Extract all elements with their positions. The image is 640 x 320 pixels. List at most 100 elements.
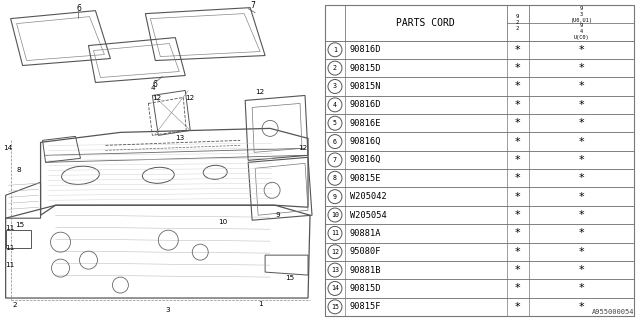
- Text: 15: 15: [331, 304, 339, 310]
- Text: 11: 11: [6, 262, 15, 268]
- Text: 7: 7: [251, 1, 255, 10]
- Text: 4: 4: [333, 102, 337, 108]
- Text: *: *: [515, 284, 520, 293]
- Text: 90816D: 90816D: [350, 100, 381, 109]
- Bar: [325, 96, 634, 114]
- Text: *: *: [515, 155, 520, 165]
- Bar: [325, 132, 634, 151]
- Text: 15: 15: [15, 222, 25, 228]
- Text: 12: 12: [255, 90, 264, 95]
- Text: *: *: [579, 228, 584, 238]
- Text: 90815E: 90815E: [350, 174, 381, 183]
- Text: *: *: [579, 173, 584, 183]
- Text: 1: 1: [258, 301, 263, 307]
- Bar: [325, 5, 634, 41]
- Text: *: *: [579, 118, 584, 128]
- Text: *: *: [579, 265, 584, 275]
- Text: 14: 14: [331, 285, 339, 292]
- Text: 9: 9: [275, 212, 280, 218]
- Text: W205042: W205042: [350, 192, 387, 201]
- Text: 1: 1: [333, 47, 337, 53]
- Bar: [325, 169, 634, 188]
- Text: 95080F: 95080F: [350, 247, 381, 256]
- Text: 90816D: 90816D: [350, 45, 381, 54]
- Text: 8: 8: [333, 175, 337, 181]
- Text: *: *: [579, 82, 584, 92]
- Bar: [325, 298, 634, 316]
- Text: 12: 12: [185, 95, 195, 101]
- Text: *: *: [515, 265, 520, 275]
- Text: 90816E: 90816E: [350, 119, 381, 128]
- Text: 12: 12: [152, 95, 161, 101]
- Text: *: *: [515, 118, 520, 128]
- Text: 8: 8: [17, 167, 21, 173]
- Text: 11: 11: [6, 245, 15, 251]
- Bar: [325, 151, 634, 169]
- Text: *: *: [515, 137, 520, 147]
- Text: *: *: [579, 100, 584, 110]
- Text: 12: 12: [331, 249, 339, 255]
- Text: *: *: [515, 192, 520, 202]
- Bar: [325, 59, 634, 77]
- Text: 11: 11: [331, 230, 339, 236]
- Text: 9
2
2: 9 2 2: [516, 14, 519, 31]
- Bar: [325, 188, 634, 206]
- Text: 6: 6: [76, 4, 81, 13]
- Text: 9
4
U(C0): 9 4 U(C0): [573, 23, 589, 40]
- Bar: [325, 77, 634, 96]
- Text: 90816Q: 90816Q: [350, 137, 381, 146]
- Text: W205054: W205054: [350, 211, 387, 220]
- Text: *: *: [579, 210, 584, 220]
- Text: *: *: [515, 173, 520, 183]
- Text: 2: 2: [13, 302, 17, 308]
- Bar: [325, 41, 634, 59]
- Text: 10: 10: [218, 219, 227, 225]
- Text: 9: 9: [333, 194, 337, 200]
- Text: 11: 11: [6, 225, 15, 231]
- Text: 6: 6: [333, 139, 337, 145]
- Text: *: *: [579, 302, 584, 312]
- Bar: [325, 114, 634, 132]
- Text: *: *: [515, 302, 520, 312]
- Text: 3: 3: [333, 84, 337, 90]
- Text: 4: 4: [150, 85, 155, 92]
- Text: 90815F: 90815F: [350, 302, 381, 311]
- Bar: [325, 206, 634, 224]
- Text: *: *: [515, 63, 520, 73]
- Text: 90816Q: 90816Q: [350, 156, 381, 164]
- Text: *: *: [515, 45, 520, 55]
- Text: 10: 10: [331, 212, 339, 218]
- Text: *: *: [579, 137, 584, 147]
- Text: *: *: [579, 155, 584, 165]
- Text: 3: 3: [165, 307, 170, 313]
- Bar: [325, 224, 634, 243]
- Text: 2: 2: [333, 65, 337, 71]
- Text: 12: 12: [298, 145, 307, 151]
- Text: *: *: [579, 247, 584, 257]
- Text: *: *: [579, 284, 584, 293]
- Text: PARTS CORD: PARTS CORD: [396, 18, 455, 28]
- Text: 7: 7: [333, 157, 337, 163]
- Text: 9
3
(U0,U1): 9 3 (U0,U1): [570, 6, 593, 23]
- Text: *: *: [515, 82, 520, 92]
- Text: 5: 5: [333, 120, 337, 126]
- Text: *: *: [579, 45, 584, 55]
- Bar: [325, 243, 634, 261]
- Text: 15: 15: [285, 275, 294, 281]
- Text: 14: 14: [3, 145, 12, 151]
- Text: *: *: [579, 192, 584, 202]
- Text: *: *: [515, 210, 520, 220]
- Text: 6: 6: [153, 80, 158, 89]
- Bar: [325, 5, 634, 316]
- Text: 13: 13: [175, 135, 184, 141]
- Bar: [325, 279, 634, 298]
- Text: A955000054: A955000054: [592, 309, 634, 315]
- Text: 90815D: 90815D: [350, 64, 381, 73]
- Text: 90815N: 90815N: [350, 82, 381, 91]
- Text: *: *: [515, 100, 520, 110]
- Text: *: *: [515, 247, 520, 257]
- Text: *: *: [579, 63, 584, 73]
- Text: 90815D: 90815D: [350, 284, 381, 293]
- Text: *: *: [515, 228, 520, 238]
- Text: 13: 13: [331, 267, 339, 273]
